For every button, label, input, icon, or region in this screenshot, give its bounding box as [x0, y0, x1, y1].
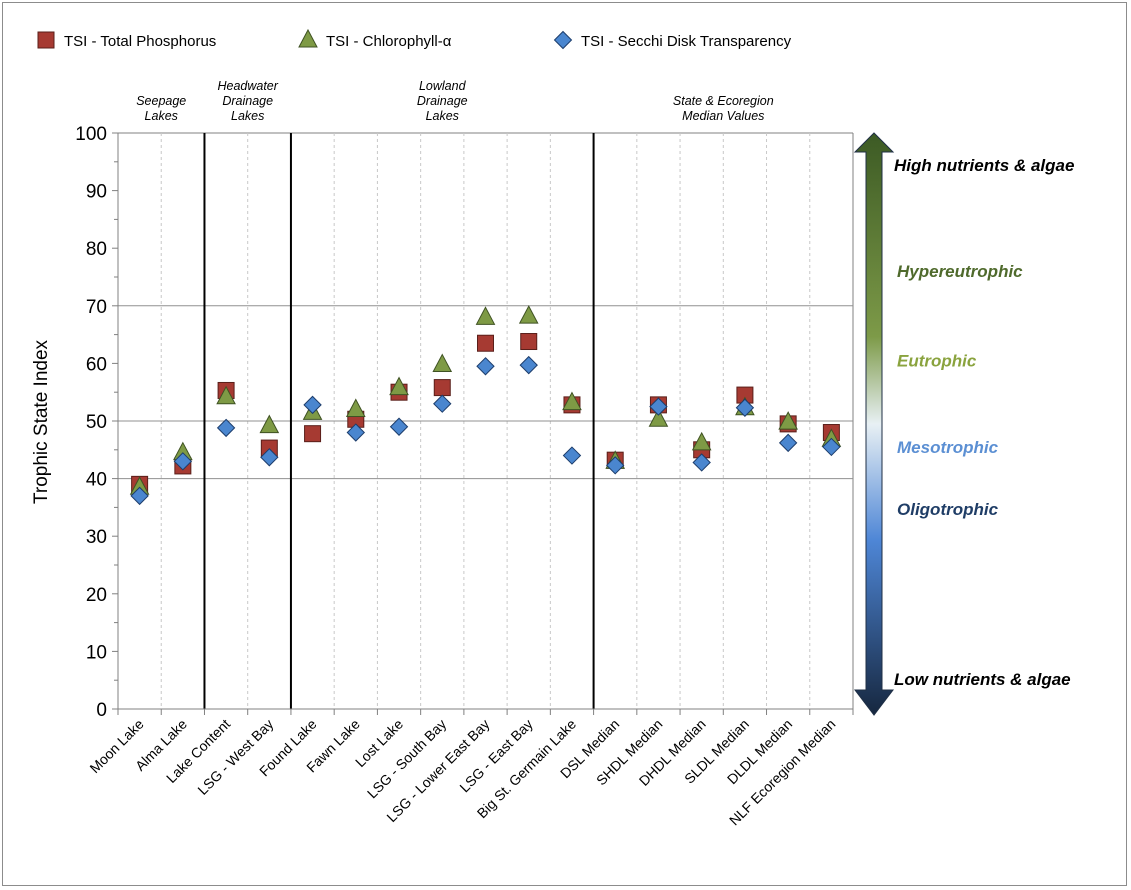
scale-label-mesotrophic: Mesotrophic	[897, 438, 999, 457]
x-tick-label: LSG - South Bay	[364, 716, 450, 802]
point-square	[477, 334, 494, 352]
point-triangle	[778, 411, 798, 430]
group-labels: SeepageLakesHeadwaterDrainageLakesLowlan…	[136, 79, 774, 123]
point-diamond	[130, 486, 149, 506]
point-diamond	[649, 397, 668, 416]
group-label: Seepage	[136, 94, 186, 108]
legend-label: TSI - Secchi Disk Transparency	[581, 33, 792, 50]
point-triangle	[432, 353, 453, 373]
point-diamond	[692, 453, 711, 472]
legend: TSI - Total Phosphorus TSI - Chlorophyll-…	[37, 28, 792, 50]
scale-top-label: High nutrients & algae	[894, 156, 1074, 175]
y-tick-label: 90	[86, 182, 107, 203]
y-tick-label: 50	[86, 412, 107, 433]
data-points	[129, 305, 842, 506]
group-label: Lakes	[231, 109, 264, 123]
point-triangle	[345, 398, 366, 417]
y-tick-label: 40	[86, 470, 107, 491]
point-triangle	[648, 408, 669, 427]
point-diamond	[303, 395, 322, 415]
point-square	[520, 333, 538, 351]
scale-label-hypereutrophic: Hypereutrophic	[897, 262, 1023, 281]
trophic-scale: High nutrients & algae Low nutrients & al…	[853, 132, 1074, 716]
point-triangle	[562, 391, 582, 411]
point-diamond	[216, 418, 236, 438]
legend-label: TSI - Total Phosphorus	[64, 33, 216, 50]
point-triangle	[216, 385, 236, 405]
group-label: Lakes	[426, 109, 459, 123]
gridlines	[118, 132, 854, 709]
point-triangle	[259, 414, 280, 434]
group-label: Lakes	[145, 109, 178, 123]
group-label: Headwater	[217, 79, 278, 93]
point-diamond	[735, 398, 755, 417]
point-diamond	[173, 452, 193, 471]
y-tick-label: 30	[86, 527, 107, 548]
group-label: Drainage	[417, 94, 468, 108]
legend-label: TSI - Chlorophyll-α	[326, 33, 452, 50]
y-tick-label: 70	[86, 297, 107, 318]
y-tick-label: 80	[86, 239, 107, 260]
point-triangle	[475, 306, 496, 325]
group-label: State & Ecoregion	[673, 94, 774, 108]
group-label: Drainage	[222, 94, 273, 108]
point-square	[304, 425, 322, 443]
point-square	[433, 379, 451, 397]
point-diamond	[519, 355, 538, 375]
point-triangle	[691, 431, 712, 451]
point-diamond	[433, 394, 452, 413]
point-triangle	[389, 376, 409, 396]
group-label: Median Values	[682, 109, 764, 123]
point-diamond	[605, 456, 625, 475]
y-tick-label: 60	[86, 354, 107, 375]
legend-marker-diamond	[553, 30, 573, 50]
point-diamond	[389, 417, 409, 436]
point-diamond	[260, 448, 279, 467]
y-tick-label: 20	[86, 585, 107, 606]
group-label: Lowland	[419, 79, 467, 93]
point-diamond	[822, 437, 841, 457]
scale-bottom-label: Low nutrients & algae	[894, 670, 1071, 689]
y-tick-label: 10	[86, 642, 107, 663]
point-diamond	[562, 446, 582, 465]
y-axis-label: Trophic State Index	[31, 339, 52, 504]
point-diamond	[476, 357, 495, 376]
point-diamond	[778, 433, 798, 453]
point-diamond	[346, 423, 366, 442]
y-tick-label: 0	[96, 700, 107, 721]
y-tick-label: 100	[75, 124, 107, 145]
scale-label-oligotrophic: Oligotrophic	[897, 500, 999, 519]
scale-arrow	[853, 132, 895, 716]
legend-marker-square	[37, 31, 55, 49]
point-triangle	[518, 305, 539, 324]
scale-label-eutrophic: Eutrophic	[897, 352, 977, 371]
legend-marker-triangle	[298, 28, 318, 48]
x-tick-label: LSG - West Bay	[194, 716, 276, 798]
